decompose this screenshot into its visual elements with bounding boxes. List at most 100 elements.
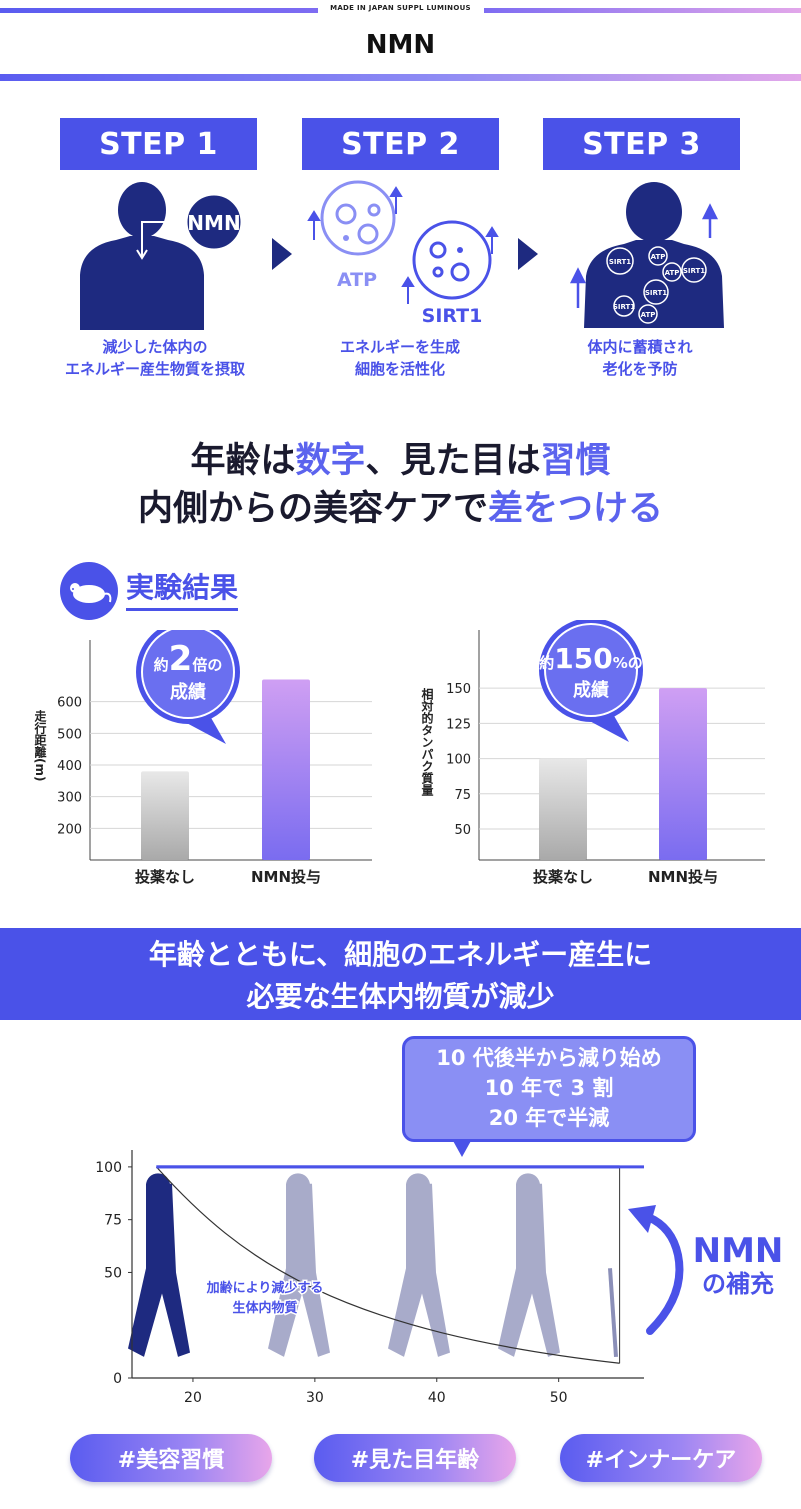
callout-line-3: 20 年で半減: [488, 1106, 610, 1130]
bar-nmn: [659, 688, 707, 860]
nmn-supply-arrow-icon: [628, 1205, 684, 1335]
x-tick-label: 30: [306, 1390, 324, 1406]
step-2-caption: エネルギーを生成 細胞を活性化: [270, 336, 530, 380]
band-line-1: 年齢とともに、細胞のエネルギー産生に: [148, 938, 653, 971]
y-tick-label: 100: [446, 753, 471, 768]
x-tick-label: NMN投与: [648, 868, 718, 886]
atp-label: ATP: [337, 269, 377, 291]
bar-nmn: [262, 679, 310, 860]
x-tick-label: 投薬なし: [533, 868, 593, 886]
badge-line-2: 成績: [573, 679, 609, 701]
annotation-line-1: 加齢により減少する: [206, 1280, 324, 1296]
callout-line-1: 10 代後半から減り始め: [436, 1046, 662, 1070]
sirt1-cell-icon: [412, 220, 492, 300]
x-tick-label: NMN投与: [251, 868, 321, 886]
step-1-caption: 減少した体内の エネルギー産生物質を摂取: [20, 336, 290, 380]
y-tick-label: 75: [454, 788, 471, 803]
step-arrow-1-icon: [272, 238, 292, 270]
step-1-caption-line1: 減少した体内の: [102, 338, 208, 356]
badge-line-1: 約150%の: [539, 642, 643, 675]
x-tick-label: 50: [550, 1390, 568, 1406]
callout-line-2: 10 年で 3 割: [484, 1076, 614, 1100]
step-2-caption-line2: 細胞を活性化: [354, 360, 445, 378]
step-1-illustration: NMN: [80, 182, 244, 330]
up-arrows-icon: [307, 186, 499, 304]
step-arrow-2-icon: [518, 238, 538, 270]
walking-person-icon: [388, 1173, 450, 1357]
badge-line-2: 成績: [170, 681, 206, 703]
cells-in-body-icon: [606, 246, 707, 324]
step3-sirt-2: SIRT1: [683, 267, 705, 275]
step-2-caption-line1: エネルギーを生成: [339, 338, 460, 356]
y-tick-label: 75: [104, 1213, 122, 1229]
step3-sirt-4: SIRT1: [613, 303, 635, 311]
nmn-supply-line1: NMN: [692, 1231, 784, 1271]
step3-atp-2: ATP: [665, 269, 680, 277]
step-3-caption: 体内に蓄積され 老化を予防: [520, 336, 760, 380]
y-tick-label: 500: [57, 727, 82, 742]
walking-person-icon: [128, 1173, 190, 1357]
headline-line-1: 年齢は数字、見た目は習慣: [0, 432, 801, 483]
step-3-caption-line1: 体内に蓄積され: [587, 338, 693, 356]
decline-callout: 10 代後半から減り始め 10 年で 3 割 20 年で半減: [402, 1036, 696, 1142]
tag-apparent-age[interactable]: #見た目年齢: [314, 1434, 516, 1482]
nmn-badge: NMN: [187, 211, 240, 235]
annotation-line-2: 生体内物質: [232, 1300, 297, 1316]
intake-arrow-icon: [141, 221, 168, 256]
step-1-label: STEP 1: [60, 118, 257, 170]
headline-1d: 習慣: [540, 440, 611, 481]
y-tick-label: 50: [454, 823, 471, 838]
step3-up-arrows-icon: [569, 203, 719, 308]
y-tick-label: 600: [57, 696, 82, 711]
tag-beauty-habit[interactable]: #美容習慣: [70, 1434, 272, 1482]
person-silhouette-icon: [80, 182, 204, 330]
step3-atp-3: ATP: [641, 311, 656, 319]
result-badge: 約150%の成績: [539, 620, 643, 742]
step-2-label: STEP 2: [302, 118, 499, 170]
headline-line-2: 内側からの美容ケアで差をつける: [0, 480, 801, 531]
y-tick-label: 300: [57, 791, 82, 806]
band-line-2: 必要な生体内物質が減少: [246, 980, 555, 1013]
y-tick-label: 150: [446, 682, 471, 697]
y-axis-label: 走行距離(m): [33, 709, 47, 782]
headline-1a: 年齢は: [190, 440, 296, 481]
x-tick-label: 投薬なし: [135, 868, 195, 886]
nmn-supply-line2: の補充: [702, 1270, 774, 1298]
step-3-label: STEP 3: [543, 118, 740, 170]
y-tick-label: 200: [57, 822, 82, 837]
decline-series-line: [155, 1166, 620, 1364]
walking-person-icon: [268, 1173, 330, 1357]
sirt1-label: SIRT1: [422, 305, 483, 327]
y-axis-label: 相対的タンパク質量: [420, 687, 434, 796]
step-1-caption-line2: エネルギー産生物質を摂取: [64, 360, 245, 378]
x-tick-label: 20: [184, 1390, 202, 1406]
y-tick-label: 100: [95, 1160, 122, 1176]
page-title: NMN: [365, 30, 436, 60]
y-tick-label: 125: [446, 717, 471, 732]
cane-icon: [608, 1268, 618, 1358]
header-line-left: [0, 8, 318, 13]
tag-inner-care[interactable]: #インナーケア: [560, 1434, 762, 1482]
atp-cell-icon: [320, 180, 396, 256]
header-tagline: MADE IN JAPAN SUPPL LUMINOUS: [330, 4, 471, 12]
step-3-caption-line2: 老化を予防: [602, 360, 678, 378]
headline-2b: 差をつける: [488, 488, 664, 529]
mouse-icon: [60, 562, 118, 620]
experiment-title: 実験結果: [126, 566, 239, 611]
nmn-supply-label: NMN の補充: [688, 1232, 788, 1298]
step-2-illustration: ATP SIRT1: [307, 180, 499, 327]
header-line-right: [484, 8, 801, 13]
step-3-illustration: SIRT1 ATP ATP SIRT1 SIRT1 SIRT1 ATP: [569, 182, 724, 328]
headline-1b: 数字: [295, 440, 366, 481]
y-tick-label: 0: [113, 1371, 122, 1387]
y-tick-label: 400: [57, 759, 82, 774]
bar-control: [539, 758, 587, 860]
y-tick-label: 50: [104, 1265, 122, 1281]
badge-line-1: 約2倍の: [154, 639, 223, 679]
walking-person-icon: [498, 1173, 560, 1357]
header-divider: [0, 74, 801, 81]
decline-band: 年齢とともに、細胞のエネルギー産生に 必要な生体内物質が減少: [0, 928, 801, 1020]
